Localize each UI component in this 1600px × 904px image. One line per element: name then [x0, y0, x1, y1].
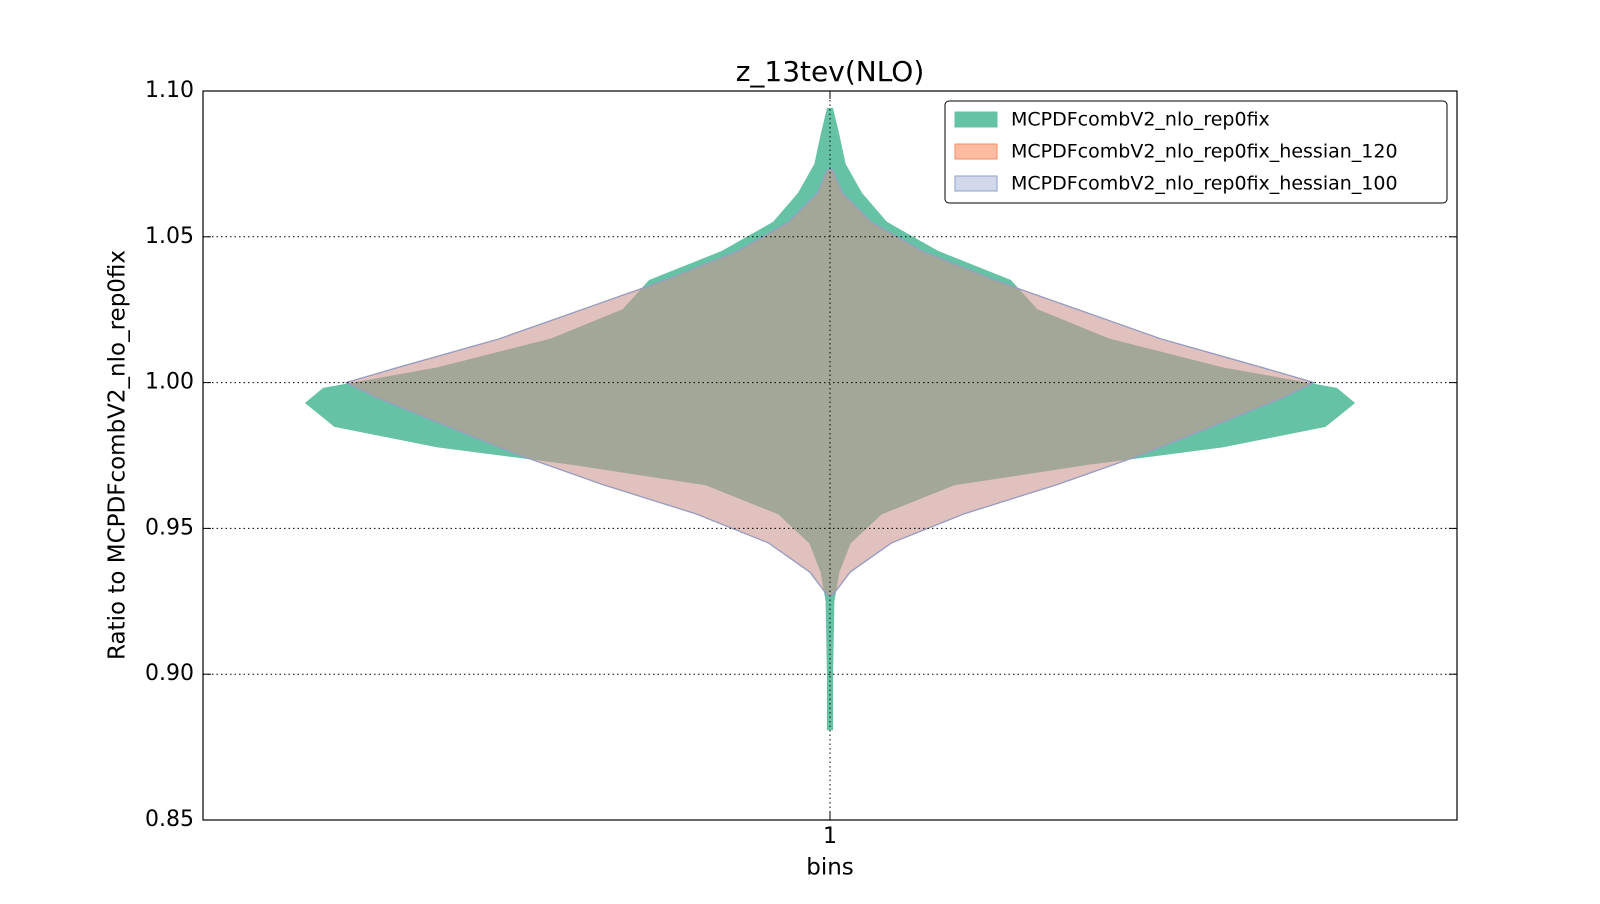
legend-swatch — [954, 175, 998, 192]
y-tick-label: 1.10 — [145, 78, 194, 103]
y-tick-label: 0.90 — [145, 661, 194, 686]
legend-swatch — [954, 143, 998, 160]
legend-swatch — [954, 111, 998, 128]
violin — [304, 107, 1356, 731]
y-axis-label: Ratio to MCPDFcombV2_nlo_rep0fix — [105, 250, 131, 660]
legend: MCPDFcombV2_nlo_rep0fix MCPDFcombV2_nlo_r… — [944, 100, 1448, 204]
y-tick-label: 0.85 — [145, 807, 194, 832]
y-tick-label: 0.95 — [145, 515, 194, 540]
legend-label: MCPDFcombV2_nlo_rep0fix — [1011, 109, 1270, 131]
legend-label: MCPDFcombV2_nlo_rep0fix_hessian_120 — [1011, 141, 1398, 163]
plot-frame — [202, 90, 1458, 821]
x-axis-label: bins — [806, 855, 854, 881]
chart-title: z_13tev(NLO) — [736, 55, 925, 88]
y-tick-label: 1.05 — [145, 224, 194, 249]
x-tick-label: 1 — [823, 824, 837, 849]
legend-box — [944, 100, 1448, 204]
y-tick-label: 1.00 — [145, 370, 194, 395]
legend-label: MCPDFcombV2_nlo_rep0fix_hessian_100 — [1011, 173, 1398, 195]
